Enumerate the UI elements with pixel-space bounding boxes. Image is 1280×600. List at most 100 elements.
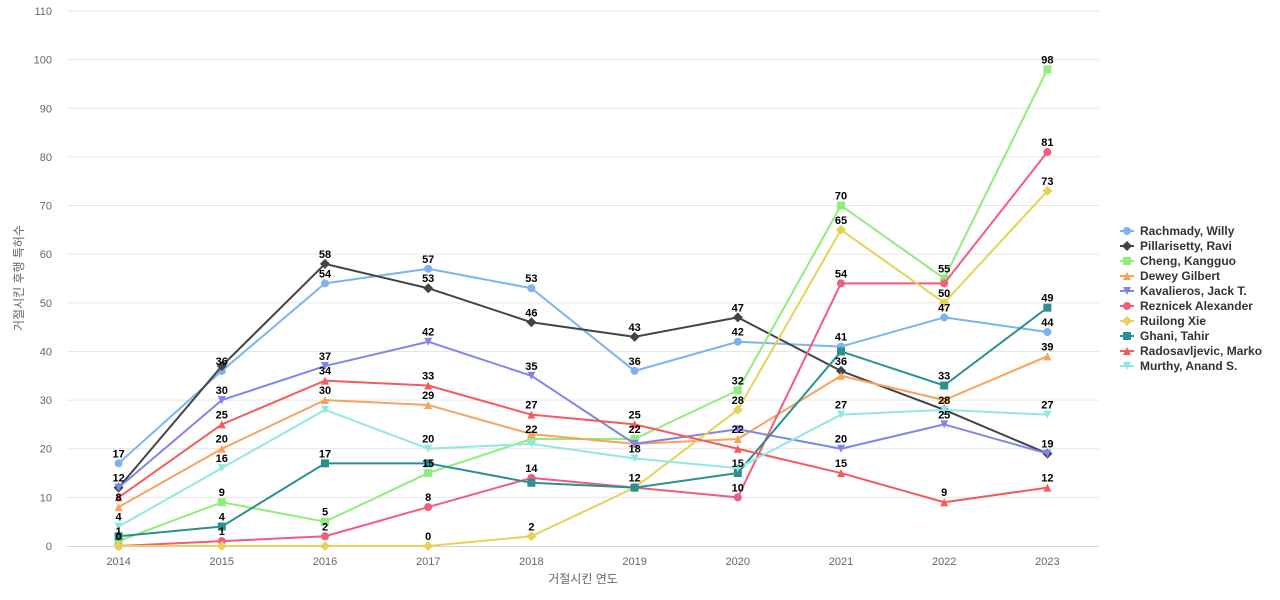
- data-label: 0: [116, 531, 122, 543]
- data-label: 30: [216, 385, 228, 397]
- data-point: [527, 435, 536, 443]
- data-label: 44: [1041, 317, 1054, 329]
- legend-item[interactable]: Cheng, Kangguo: [1120, 254, 1236, 268]
- data-label: 54: [319, 268, 332, 280]
- series-line: [117, 151, 1049, 547]
- data-label: 58: [319, 249, 331, 261]
- data-label: 33: [422, 371, 434, 383]
- data-point: [630, 420, 639, 429]
- data-point: [732, 312, 743, 323]
- data-label: 27: [525, 400, 537, 412]
- data-point: [733, 425, 742, 434]
- data-label: 17: [319, 448, 331, 460]
- data-label: 20: [216, 434, 228, 446]
- data-label: 65: [835, 215, 847, 227]
- data-point: [733, 464, 742, 473]
- data-point: [837, 371, 845, 380]
- data-point: [630, 454, 639, 463]
- data-label: 57: [422, 254, 434, 266]
- x-tick-label: 2017: [416, 556, 440, 568]
- data-label: 55: [938, 264, 950, 276]
- data-point: [837, 201, 845, 210]
- data-label: 73: [1041, 176, 1053, 188]
- data-label: 54: [835, 268, 848, 280]
- data-label: 1: [219, 526, 225, 538]
- data-point: [940, 274, 949, 283]
- data-label: 5: [322, 507, 328, 519]
- data-label: 25: [216, 409, 228, 421]
- legend-item[interactable]: Kavalieros, Jack T.: [1120, 284, 1247, 298]
- data-point: [114, 503, 123, 512]
- data-point: [321, 405, 329, 414]
- x-tick-label: 2022: [932, 556, 956, 568]
- legend-item[interactable]: Dewey Gilbert: [1120, 269, 1220, 283]
- series-7: [114, 303, 1052, 541]
- data-point: [216, 541, 227, 551]
- data-label: 53: [525, 273, 537, 285]
- data-label: 39: [1041, 341, 1053, 353]
- data-label: 46: [525, 307, 537, 319]
- legend-marker: [1123, 362, 1131, 370]
- y-tick-label: 20: [40, 444, 52, 456]
- data-point: [733, 386, 742, 395]
- data-label: 32: [732, 375, 744, 387]
- data-point: [630, 439, 639, 448]
- data-point: [1043, 148, 1052, 157]
- series-4: [114, 337, 1052, 492]
- legend-label: Rachmady, Willy: [1140, 224, 1235, 238]
- data-point: [630, 483, 639, 492]
- data-label: 20: [422, 434, 434, 446]
- series-5: [114, 148, 1052, 550]
- legend-item[interactable]: Ruilong Xie: [1120, 314, 1206, 328]
- data-label: 1: [116, 526, 122, 538]
- series-line: [117, 379, 1049, 504]
- data-point: [321, 532, 329, 541]
- legend-item[interactable]: Reznicek Alexander: [1120, 299, 1253, 313]
- legend-marker: [1122, 241, 1132, 251]
- data-point: [424, 469, 433, 478]
- data-point: [940, 420, 949, 429]
- data-point: [939, 297, 950, 308]
- data-point: [940, 279, 949, 288]
- data-point: [217, 522, 226, 531]
- data-label: 98: [1041, 54, 1053, 66]
- data-point: [733, 469, 742, 478]
- series-0: [114, 264, 1052, 468]
- data-point: [527, 371, 536, 380]
- data-label: 42: [732, 327, 744, 339]
- legend-item[interactable]: Rachmady, Willy: [1120, 224, 1235, 238]
- series-line: [117, 267, 1049, 465]
- legend-item[interactable]: Murthy, Anand S.: [1120, 359, 1237, 373]
- data-point: [216, 361, 227, 372]
- data-point: [837, 469, 845, 478]
- series-line: [117, 262, 1049, 489]
- legend-label: Murthy, Anand S.: [1140, 359, 1237, 373]
- data-point: [940, 396, 949, 405]
- data-label: 8: [425, 492, 431, 504]
- data-point: [527, 478, 536, 487]
- data-label: 50: [938, 288, 950, 300]
- legend-item[interactable]: Pillarisetty, Ravi: [1120, 239, 1232, 253]
- legend-item[interactable]: Ghani, Tahir: [1120, 329, 1209, 343]
- data-point: [1043, 410, 1052, 419]
- legend-item[interactable]: Radosavljevic, Marko: [1120, 344, 1262, 358]
- data-label: 9: [941, 487, 947, 499]
- data-label: 34: [319, 366, 332, 378]
- y-tick-label: 100: [34, 55, 52, 67]
- data-point: [837, 279, 845, 288]
- data-point: [217, 498, 226, 507]
- data-point: [837, 444, 845, 453]
- data-label: 15: [835, 458, 847, 470]
- data-point: [424, 503, 433, 512]
- data-label: 2: [528, 521, 534, 533]
- data-label: 36: [628, 356, 640, 368]
- data-label: 29: [422, 390, 434, 402]
- data-label: 27: [1041, 400, 1053, 412]
- data-point: [940, 498, 949, 507]
- data-label: 12: [112, 473, 124, 485]
- data-point: [114, 532, 123, 541]
- data-label: 17: [112, 448, 124, 460]
- data-point: [321, 376, 329, 385]
- x-tick-label: 2018: [519, 556, 543, 568]
